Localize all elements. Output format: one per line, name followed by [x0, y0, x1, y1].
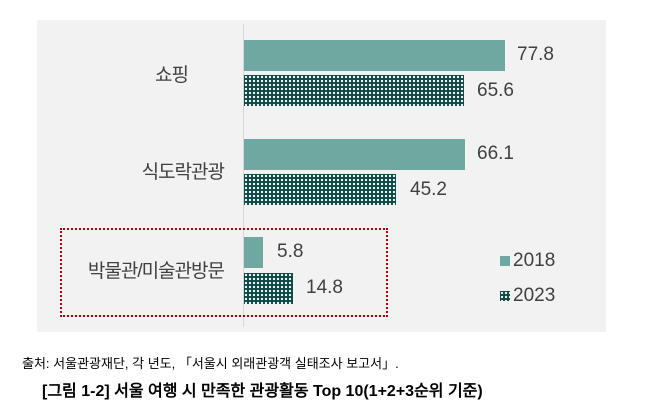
bar-food-tourism-2018: [244, 139, 465, 170]
legend-swatch-2023-icon: [500, 291, 510, 301]
category-label-museum-visit: 박물관/미술관방문: [87, 261, 225, 282]
bar-museum-2023: [244, 273, 293, 304]
legend-swatch-2018-icon: [500, 256, 510, 266]
legend-label-2023: 2023: [513, 285, 556, 306]
highlight-box: [60, 228, 388, 317]
source-note: 출처: 서울관광재단, 각 년도, 「서울시 외래관광객 실태조사 보고서」.: [22, 356, 399, 371]
bar-shopping-2018: [244, 40, 505, 71]
value-shopping-2023: 65.6: [477, 80, 514, 101]
category-label-shopping: 쇼핑: [155, 65, 189, 86]
bar-food-tourism-2023: [244, 174, 396, 205]
legend-label-2018: 2018: [513, 250, 556, 271]
value-museum-2018: 5.8: [277, 241, 304, 262]
category-label-food-tourism: 식도락관광: [141, 162, 225, 183]
bar-museum-2018: [244, 237, 263, 268]
bar-shopping-2023: [244, 75, 464, 106]
legend-item-2023: 2023: [500, 285, 555, 307]
value-food-tourism-2018: 66.1: [477, 143, 514, 164]
value-food-tourism-2023: 45.2: [410, 179, 447, 200]
category-axis-line: [243, 24, 244, 327]
value-museum-2023: 14.8: [306, 277, 343, 298]
figure-caption: [그림 1-2] 서울 여행 시 만족한 관광활동 Top 10(1+2+3순위…: [42, 383, 483, 400]
legend-item-2018: 2018: [500, 250, 555, 272]
value-shopping-2018: 77.8: [517, 44, 554, 65]
